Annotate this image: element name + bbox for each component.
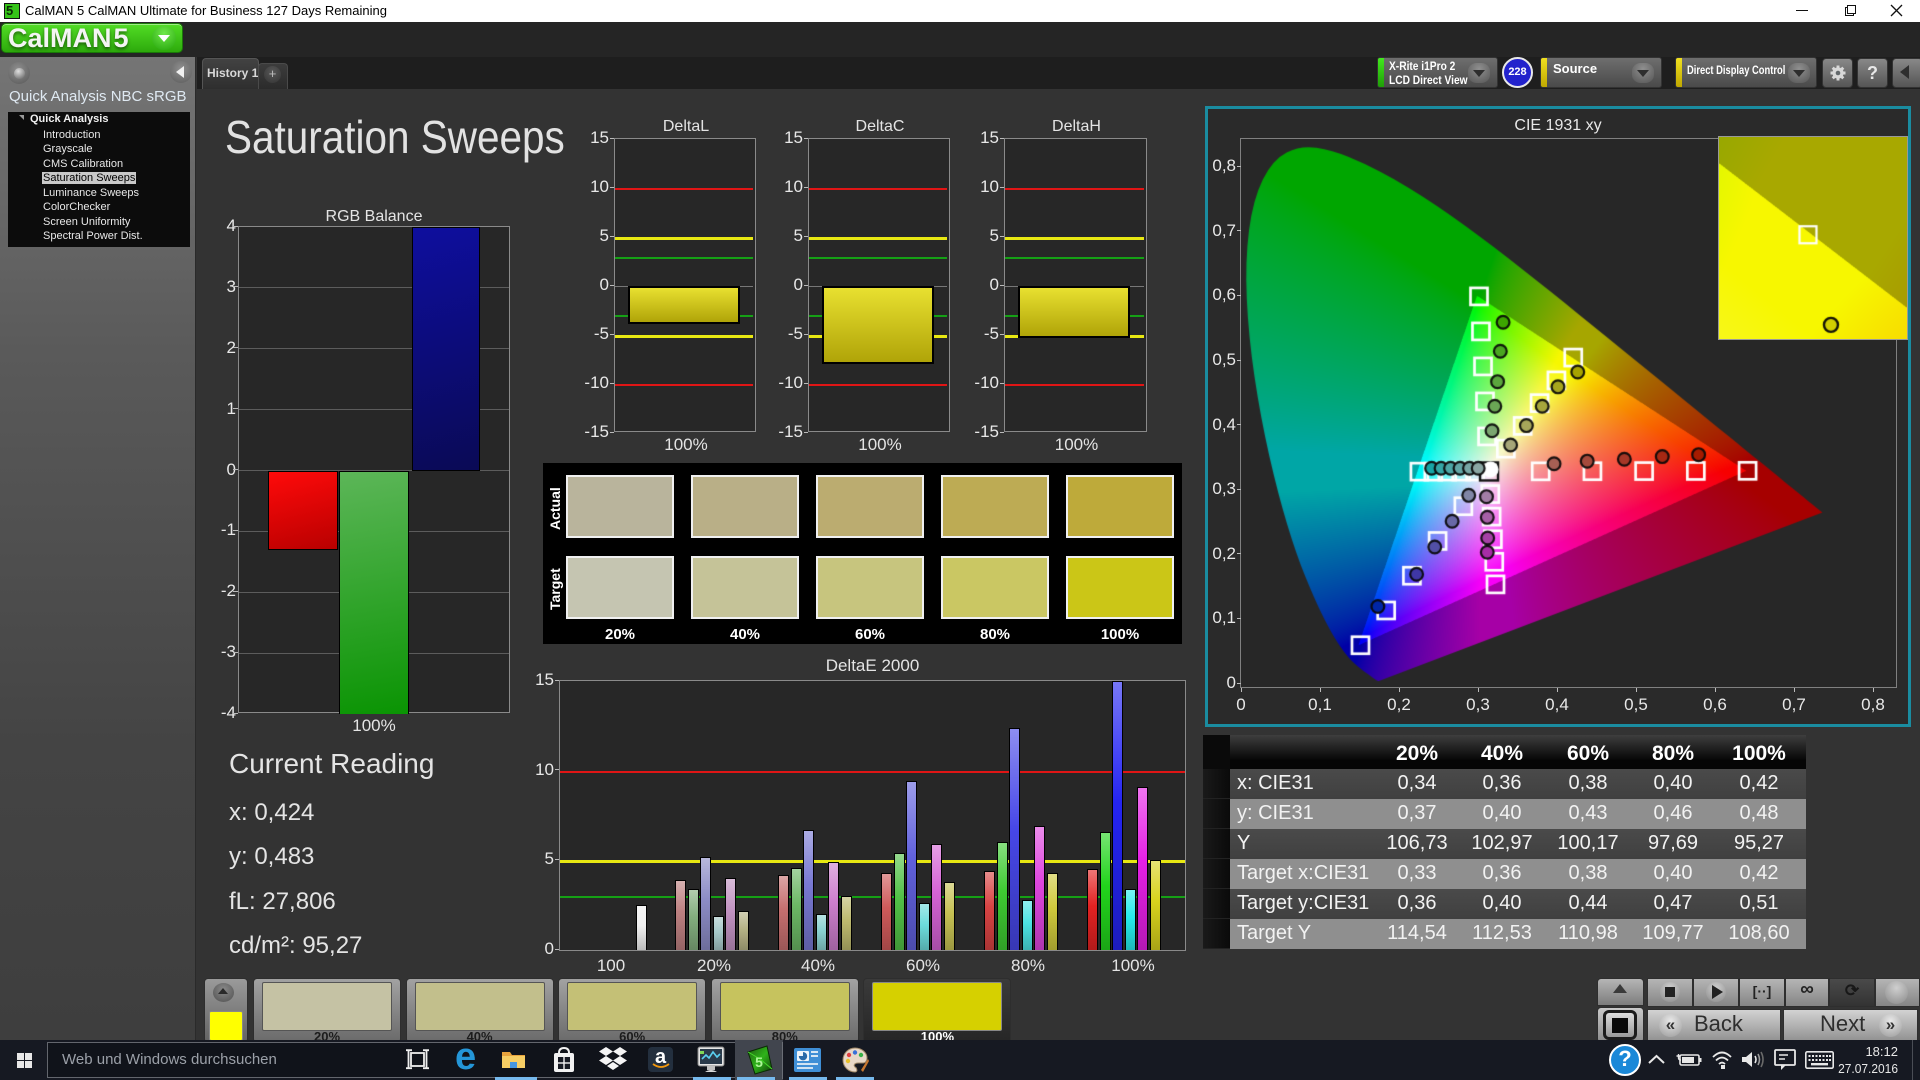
svg-text:5: 5: [755, 1054, 763, 1070]
